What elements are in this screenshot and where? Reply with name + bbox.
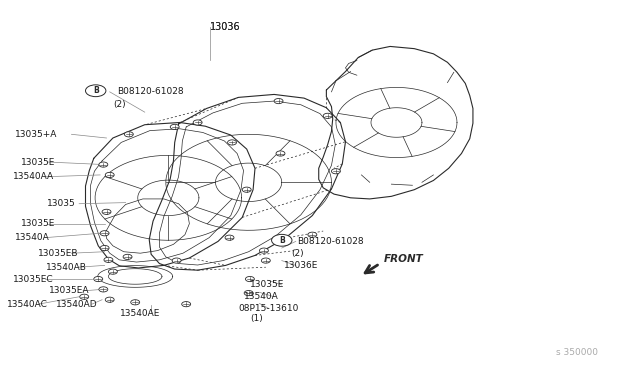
Circle shape	[261, 258, 270, 263]
Text: 13035EA: 13035EA	[49, 286, 90, 295]
Text: 13540AE: 13540AE	[120, 309, 160, 318]
Circle shape	[99, 287, 108, 292]
Circle shape	[323, 113, 332, 118]
Circle shape	[105, 172, 114, 177]
Text: 13035EB: 13035EB	[38, 249, 79, 258]
Text: FRONT: FRONT	[384, 254, 424, 264]
Text: 13036E: 13036E	[284, 261, 319, 270]
Circle shape	[100, 246, 109, 251]
Text: (2): (2)	[113, 100, 125, 109]
Circle shape	[182, 302, 191, 307]
Text: 13035+A: 13035+A	[15, 130, 58, 139]
Text: s 350000: s 350000	[556, 349, 598, 357]
Text: (1): (1)	[250, 314, 262, 323]
Text: 13035E: 13035E	[20, 219, 55, 228]
Circle shape	[228, 140, 237, 145]
Circle shape	[244, 291, 253, 296]
Circle shape	[124, 132, 133, 137]
Circle shape	[276, 151, 285, 156]
Text: B08120-61028: B08120-61028	[297, 237, 364, 246]
Circle shape	[131, 300, 140, 305]
Circle shape	[332, 169, 340, 174]
Circle shape	[100, 231, 109, 236]
Text: 08P15-13610: 08P15-13610	[239, 304, 299, 313]
Circle shape	[86, 85, 106, 97]
Circle shape	[80, 294, 89, 299]
Circle shape	[170, 124, 179, 129]
Text: 13540A: 13540A	[15, 233, 50, 242]
Text: 13036: 13036	[211, 22, 241, 32]
Circle shape	[274, 99, 283, 104]
Text: (2): (2)	[291, 250, 304, 259]
Text: 13540AC: 13540AC	[6, 300, 47, 309]
Text: 13036: 13036	[211, 22, 241, 32]
Circle shape	[225, 235, 234, 240]
Text: B: B	[279, 236, 285, 245]
Circle shape	[271, 234, 292, 246]
Circle shape	[193, 120, 202, 125]
Text: 13540AA: 13540AA	[13, 172, 54, 181]
Circle shape	[105, 297, 114, 302]
Circle shape	[259, 248, 268, 253]
Circle shape	[99, 162, 108, 167]
Text: 13035E: 13035E	[250, 280, 284, 289]
Text: 13540A: 13540A	[244, 292, 278, 301]
Circle shape	[102, 209, 111, 214]
Circle shape	[94, 276, 102, 282]
Circle shape	[246, 276, 254, 282]
Circle shape	[308, 232, 317, 237]
Circle shape	[243, 187, 251, 192]
Text: 13035EC: 13035EC	[13, 275, 54, 283]
Circle shape	[172, 258, 181, 263]
Text: 13540AD: 13540AD	[56, 300, 97, 309]
Text: 13540AB: 13540AB	[46, 263, 87, 272]
Circle shape	[123, 254, 132, 260]
Circle shape	[104, 257, 113, 262]
Circle shape	[108, 269, 117, 274]
Text: 13035: 13035	[47, 199, 76, 208]
Text: B: B	[93, 86, 99, 95]
Text: B08120-61028: B08120-61028	[117, 87, 184, 96]
Text: 13035E: 13035E	[20, 157, 55, 167]
